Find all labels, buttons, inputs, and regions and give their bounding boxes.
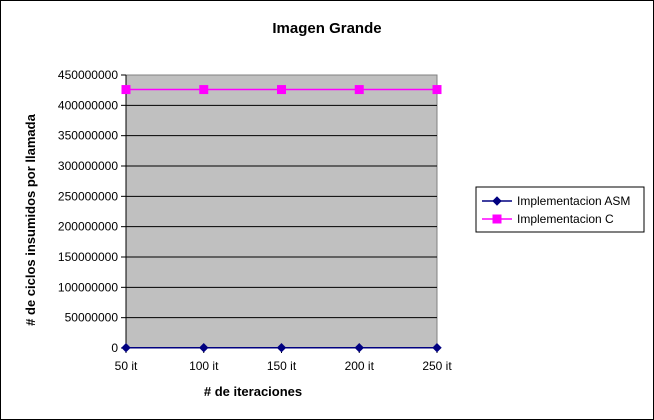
y-tick-label: 200000000: [58, 220, 118, 234]
x-tick-label: 100 it: [189, 359, 219, 373]
data-point: [432, 85, 442, 95]
y-tick-label: 0: [111, 341, 118, 355]
x-tick-label: 250 it: [422, 359, 452, 373]
y-tick-label: 400000000: [58, 98, 118, 112]
legend-marker: [492, 214, 502, 224]
plot-area: [125, 74, 438, 349]
data-point: [121, 342, 131, 353]
chart-title: Imagen Grande: [272, 20, 381, 37]
data-point: [199, 342, 209, 353]
legend-item: Implementacion ASM: [482, 194, 630, 208]
y-tick-label: 250000000: [58, 189, 118, 203]
x-tick-label: 200 it: [345, 359, 375, 373]
data-point: [432, 342, 442, 353]
data-point: [354, 85, 364, 95]
series-1: [121, 342, 442, 353]
x-axis-ticks: 50 it 100 it 150 it 200 it 250 it: [115, 348, 452, 373]
data-point: [121, 85, 131, 95]
y-tick-label: 100000000: [58, 280, 118, 294]
data-point: [277, 85, 286, 95]
x-tick-label: 50 it: [115, 359, 138, 373]
legend-box: [475, 186, 645, 233]
y-tick-label: 150000000: [58, 250, 118, 264]
x-tick-label: 150 it: [267, 359, 297, 373]
series-2: [121, 85, 442, 95]
series-layer: [121, 85, 442, 353]
y-tick-label: 450000000: [58, 68, 118, 82]
data-point: [199, 85, 209, 95]
grid-lines: [126, 104, 437, 319]
legend: Implementacion ASM Implementacion C: [475, 186, 645, 233]
data-point: [276, 342, 287, 353]
y-tick-label: 50000000: [65, 311, 119, 325]
legend-marker: [492, 196, 502, 206]
y-tick-label: 300000000: [58, 159, 118, 173]
y-axis-label: # de ciclos insumidos por llamada: [23, 113, 38, 325]
legend-label: Implementacion ASM: [517, 194, 630, 208]
x-axis-label: # de iteraciones: [204, 384, 302, 399]
legend-label: Implementacion C: [517, 212, 614, 226]
y-tick-label: 350000000: [58, 129, 118, 143]
legend-item: Implementacion C: [482, 212, 614, 226]
data-point: [354, 342, 364, 353]
